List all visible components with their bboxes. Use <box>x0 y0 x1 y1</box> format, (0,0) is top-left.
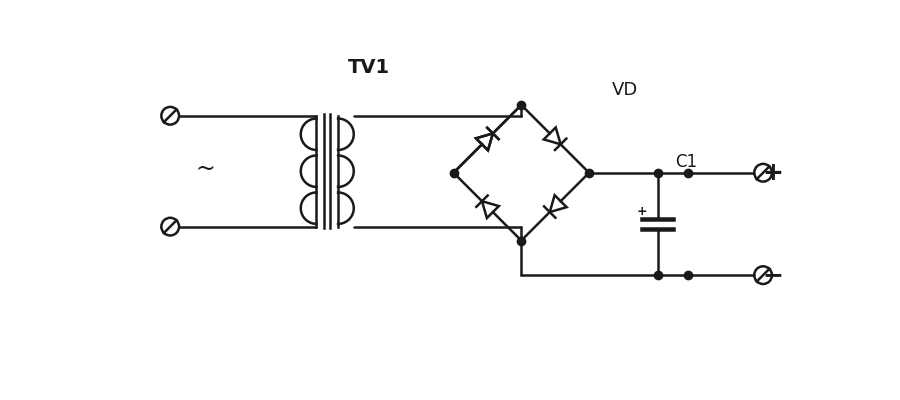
Text: +: + <box>637 205 647 218</box>
Text: −: − <box>762 263 784 287</box>
Text: TV1: TV1 <box>347 58 390 77</box>
Text: ~: ~ <box>195 158 215 181</box>
Text: C1: C1 <box>675 153 698 171</box>
Text: +: + <box>762 161 784 185</box>
Text: VD: VD <box>611 81 638 99</box>
